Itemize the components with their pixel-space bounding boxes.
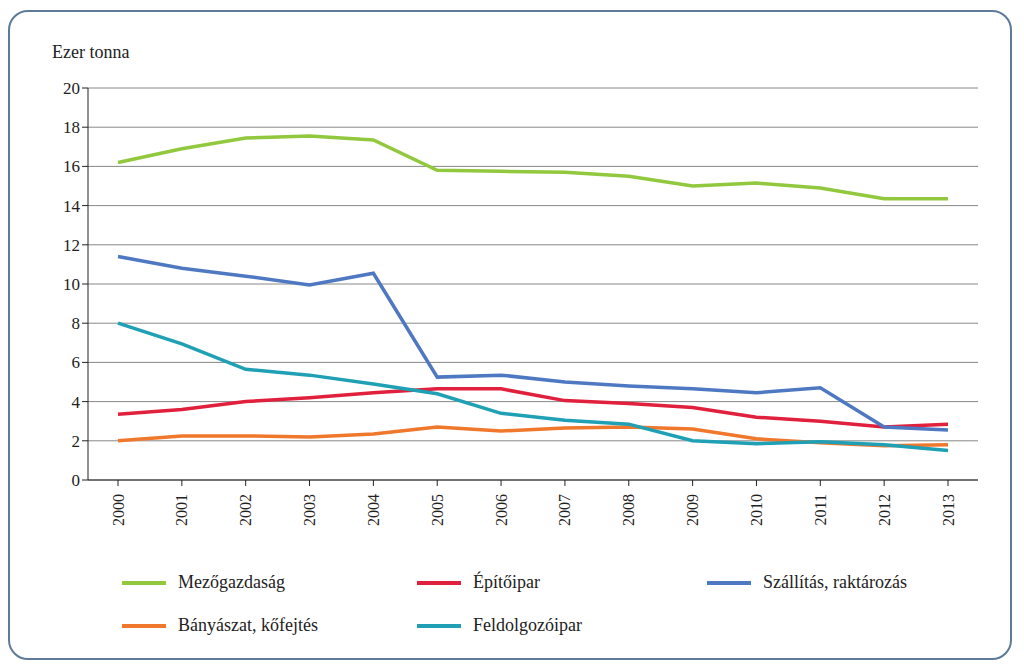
svg-text:4: 4 (72, 393, 81, 412)
svg-text:2012: 2012 (876, 494, 893, 526)
svg-text:2000: 2000 (110, 494, 127, 526)
svg-text:16: 16 (63, 157, 80, 176)
svg-text:20: 20 (63, 79, 80, 98)
html-text:Építőipar: Építőipar (473, 572, 540, 592)
svg-text:8: 8 (72, 314, 81, 333)
svg-text:2001: 2001 (173, 494, 190, 526)
svg-text:2004: 2004 (365, 494, 382, 526)
svg-text:2006: 2006 (493, 494, 510, 526)
svg-text:2008: 2008 (620, 494, 637, 526)
html-text:Ezer tonna: Ezer tonna (52, 42, 130, 62)
html-text:Bányászat, kőfejtés: Bányászat, kőfejtés (178, 615, 318, 635)
svg-text:2009: 2009 (684, 494, 701, 526)
svg-text:2007: 2007 (556, 494, 573, 526)
svg-text:2003: 2003 (301, 494, 318, 526)
svg-text:2005: 2005 (429, 494, 446, 526)
svg-text:2010: 2010 (748, 494, 765, 526)
svg-text:2011: 2011 (812, 494, 829, 525)
html-text:Mezőgazdaság: Mezőgazdaság (178, 572, 285, 592)
svg-text:12: 12 (63, 236, 80, 255)
html-text:Feldolgozóipar: Feldolgozóipar (473, 615, 582, 635)
svg-text:18: 18 (63, 118, 80, 137)
svg-text:2: 2 (72, 432, 81, 451)
svg-text:2013: 2013 (940, 494, 957, 526)
svg-text:0: 0 (72, 471, 81, 490)
svg-text:14: 14 (63, 197, 81, 216)
svg-text:10: 10 (63, 275, 80, 294)
svg-text:6: 6 (72, 353, 81, 372)
svg-text:2002: 2002 (237, 494, 254, 526)
html-text:Szállítás, raktározás: Szállítás, raktározás (763, 572, 907, 592)
